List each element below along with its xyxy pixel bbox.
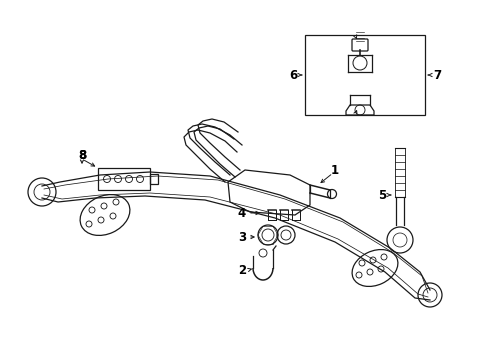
Bar <box>305 35 424 115</box>
Text: 3: 3 <box>238 230 245 243</box>
Text: 8: 8 <box>78 149 86 162</box>
Bar <box>150 174 158 184</box>
Text: 1: 1 <box>330 163 338 176</box>
Text: 4: 4 <box>237 207 245 220</box>
Text: 7: 7 <box>432 68 440 81</box>
Bar <box>98 168 150 190</box>
Text: 6: 6 <box>288 68 297 81</box>
Text: 5: 5 <box>377 189 386 202</box>
Text: 2: 2 <box>238 264 245 276</box>
Text: 8: 8 <box>78 149 86 162</box>
